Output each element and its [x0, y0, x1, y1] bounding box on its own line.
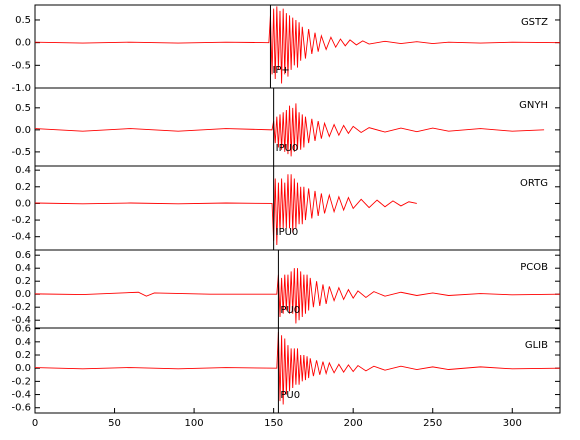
y-tick-label: 0.5 — [15, 15, 31, 26]
y-tick-label: 0.4 — [15, 165, 31, 176]
y-tick-label: 0.0 — [15, 289, 31, 300]
panel-frame — [34, 249, 561, 329]
y-tick-label: 0.6 — [15, 250, 31, 261]
station-label: GLIB — [525, 340, 548, 351]
x-tick-label: 250 — [423, 418, 442, 429]
pick-label: IPU0 — [276, 227, 299, 238]
y-tick-label: -0.5 — [11, 147, 31, 158]
y-tick-label: -1.0 — [11, 83, 31, 94]
trace — [34, 331, 561, 405]
y-tick-label: 0.2 — [15, 182, 31, 193]
pick-label: PU0 — [280, 390, 300, 401]
station-label: GNYH — [519, 100, 548, 111]
y-tick-label: 0.0 — [15, 363, 31, 374]
y-tick-label: 0.2 — [15, 350, 31, 361]
station-label: PCOB — [520, 262, 548, 273]
y-tick-label: 0.0 — [15, 198, 31, 209]
pick-label: PU0 — [280, 305, 300, 316]
y-tick-label: -0.2 — [11, 302, 31, 313]
x-tick-label: 100 — [185, 418, 204, 429]
y-tick-label: 0.5 — [15, 103, 31, 114]
panel-frame — [34, 87, 561, 167]
y-tick-label: -0.4 — [11, 390, 31, 401]
x-tick-label: 300 — [503, 418, 522, 429]
y-tick-label: 0.6 — [15, 324, 31, 335]
pick-label: IPU0 — [276, 143, 299, 154]
y-tick-label: -0.4 — [11, 315, 31, 326]
x-tick-label: 150 — [264, 418, 283, 429]
y-tick-label: -0.2 — [11, 376, 31, 387]
trace — [34, 174, 417, 246]
panel-frame — [34, 327, 561, 414]
y-tick-label: 0.0 — [15, 38, 31, 49]
panel-frame — [34, 4, 561, 89]
trace — [34, 103, 545, 157]
y-tick-label: 0.4 — [15, 263, 31, 274]
y-tick-label: 0.0 — [15, 125, 31, 136]
y-tick-label: -0.6 — [11, 403, 31, 414]
station-label: GSTZ — [521, 17, 548, 28]
trace — [34, 6, 561, 84]
x-tick-label: 200 — [344, 418, 363, 429]
station-label: ORTG — [520, 178, 548, 189]
pick-label: IP+ — [272, 65, 289, 76]
x-tick-label: 50 — [108, 418, 121, 429]
x-tick-label: 0 — [32, 418, 38, 429]
y-tick-label: -0.5 — [11, 60, 31, 71]
y-tick-label: 0.2 — [15, 276, 31, 287]
trace — [34, 268, 561, 324]
y-tick-label: -0.4 — [11, 232, 31, 243]
y-tick-label: 0.4 — [15, 337, 31, 348]
y-tick-label: -0.2 — [11, 215, 31, 226]
